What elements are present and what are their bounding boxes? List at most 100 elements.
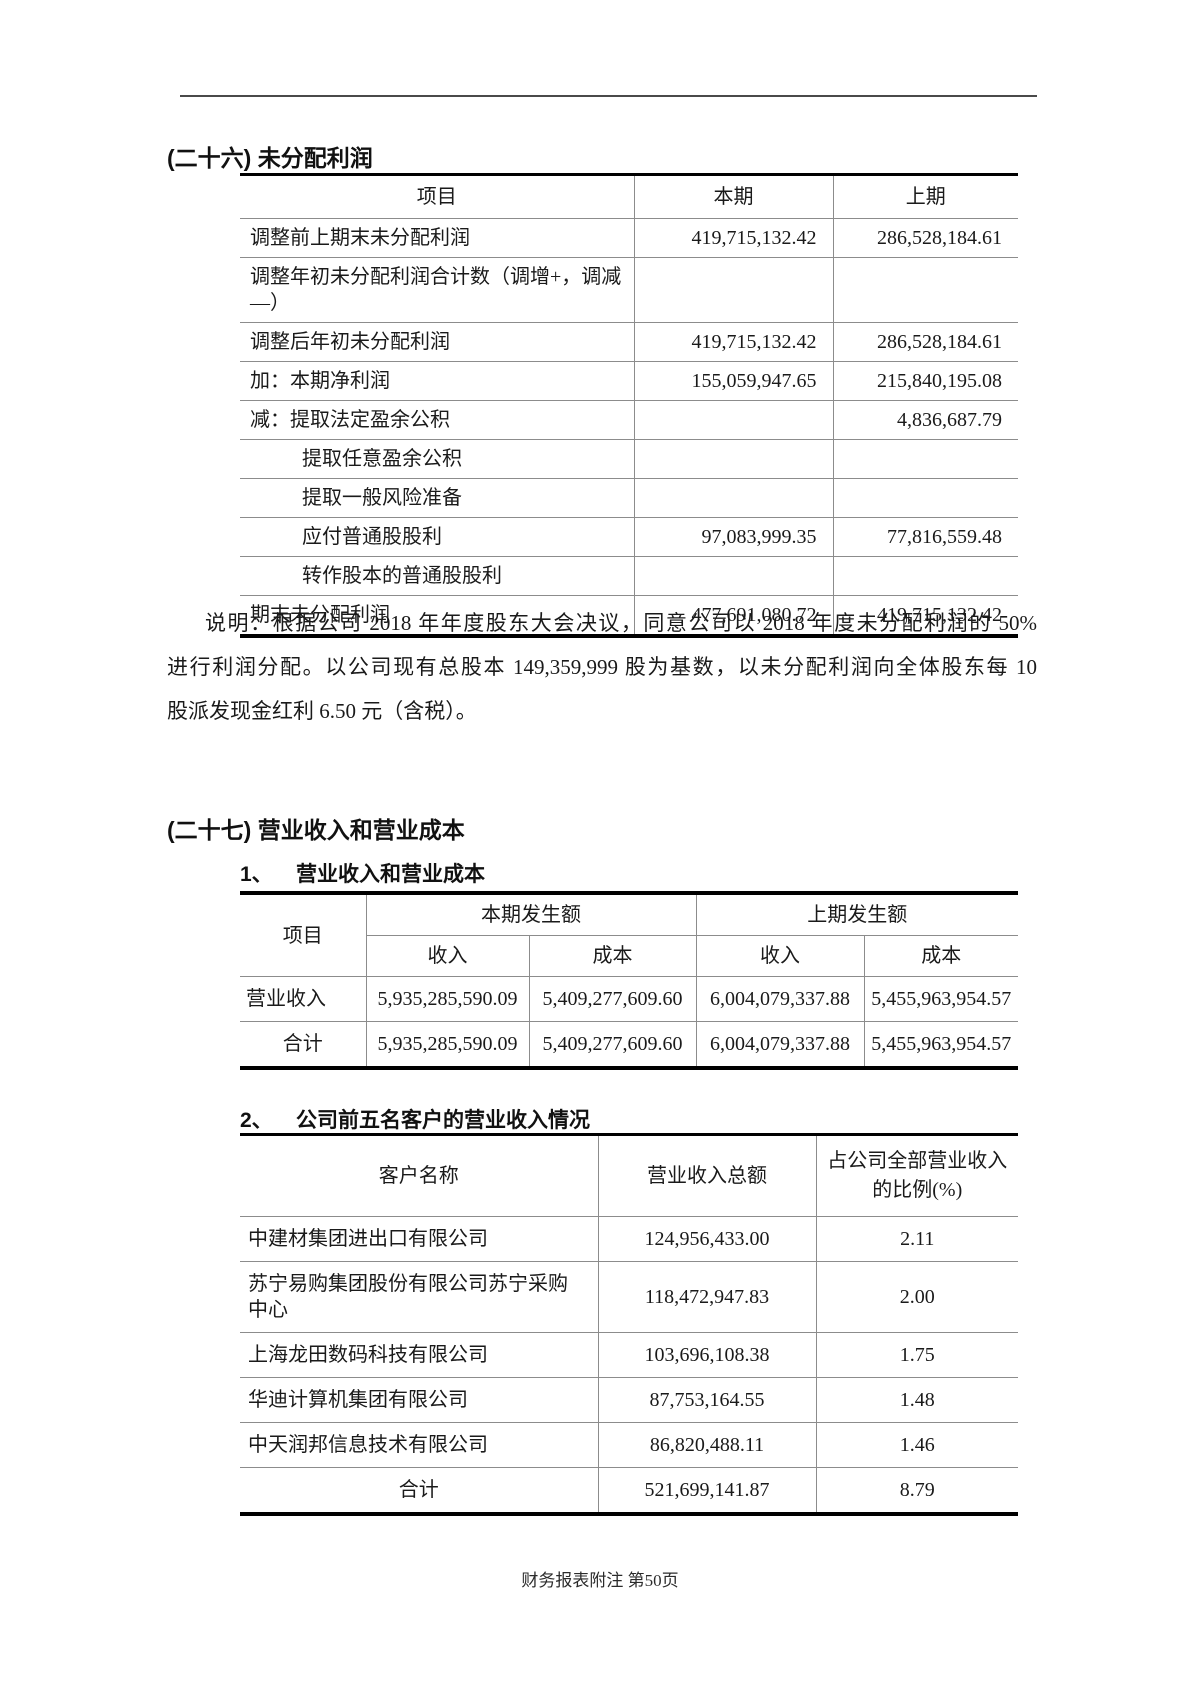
- col-header-item: 项目: [240, 174, 635, 219]
- note-line: 股派发现金红利 6.50 元（含税）。: [167, 699, 477, 723]
- table-header-row: 项目 本期发生额 上期发生额: [240, 893, 1018, 977]
- table-header-row: 项目 本期 上期: [240, 174, 1018, 219]
- row-label-cell: 减：提取法定盈余公积: [240, 400, 635, 440]
- prior-amount-cell: 286,528,184.61: [877, 227, 1002, 249]
- row-label-cell: 加：本期净利润: [240, 361, 635, 401]
- table-row: 转作股本的普通股股利: [240, 556, 1018, 596]
- current-income-cell: 5,935,285,590.09: [366, 1021, 530, 1068]
- row-label-cell: 营业收入: [240, 976, 367, 1022]
- current-amount-cell: 155,059,947.65: [634, 361, 834, 401]
- ratio-cell: 8.79: [899, 1479, 935, 1501]
- revenue-cell: 521,699,141.87: [598, 1467, 817, 1514]
- row-label-cell: 期末未分配利润: [240, 595, 635, 636]
- col-header-item: 项目: [240, 893, 367, 977]
- prior-cost-cell: 5,455,963,954.57: [871, 1033, 1012, 1055]
- col-header-client: 客户名称: [240, 1134, 599, 1217]
- current-amount-cell: 419,715,132.42: [634, 322, 834, 362]
- ratio-cell: 2.00: [899, 1286, 935, 1308]
- table-row: 上海龙田数码科技有限公司 103,696,108.38 1.75: [240, 1332, 1018, 1378]
- table-row: 中建材集团进出口有限公司 124,956,433.00 2.11: [240, 1216, 1018, 1262]
- subsection-2-title: 2、 公司前五名客户的营业收入情况: [240, 1104, 590, 1134]
- current-income-cell: 5,935,285,590.09: [366, 976, 530, 1022]
- table-row: 中天润邦信息技术有限公司 86,820,488.11 1.46: [240, 1422, 1018, 1468]
- row-label-cell: 应付普通股股利: [240, 517, 635, 557]
- total-label-cell: 合计: [240, 1467, 599, 1514]
- prior-amount-cell: 286,528,184.61: [877, 331, 1002, 353]
- prior-amount-cell: 215,840,195.08: [877, 370, 1002, 392]
- client-name-cell: 中建材集团进出口有限公司: [240, 1216, 599, 1262]
- row-label-cell: 调整年初未分配利润合计数（调增+，调减—）: [240, 257, 635, 323]
- prior-amount-cell: [833, 258, 1018, 323]
- section-27-title: (二十七) 营业收入和营业成本: [167, 817, 465, 843]
- table-row: 调整年初未分配利润合计数（调增+，调减—）: [240, 257, 1018, 323]
- page-footer: 财务报表附注 第50页: [521, 1571, 679, 1590]
- current-cost-cell: 5,409,277,609.60: [529, 1021, 697, 1068]
- top-clients-table: 客户名称 营业收入总额 占公司全部营业收入 的比例(%) 中建材集团进出口有限公…: [240, 1133, 1018, 1516]
- row-label-cell: 调整前上期末未分配利润: [240, 218, 635, 258]
- client-name-cell: 上海龙田数码科技有限公司: [240, 1332, 599, 1378]
- col-header-current-income: 收入: [366, 935, 530, 977]
- current-amount-cell: [634, 556, 834, 596]
- subsection-1-number: 1、: [240, 863, 273, 886]
- table-total-row: 合计 5,935,285,590.09 5,409,277,609.60 6,0…: [240, 1021, 1018, 1068]
- table-row: 减：提取法定盈余公积 4,836,687.79: [240, 400, 1018, 440]
- current-amount-cell: 97,083,999.35: [634, 517, 834, 557]
- col-header-prior-income: 收入: [696, 935, 865, 977]
- table-row: 期末未分配利润 477,691,080.72 419,715,132.42: [240, 595, 1018, 636]
- table-row: 加：本期净利润 155,059,947.65 215,840,195.08: [240, 361, 1018, 401]
- row-label-cell: 转作股本的普通股股利: [240, 556, 635, 596]
- note-line: 进行利润分配。以公司现有总股本 149,359,999 股为基数，以未分配利润向…: [167, 655, 1037, 679]
- ratio-cell: 2.11: [900, 1228, 935, 1250]
- current-amount-cell: 419,715,132.42: [634, 218, 834, 258]
- subsection-1-title: 1、 营业收入和营业成本: [240, 858, 485, 888]
- revenue-cell: 86,820,488.11: [598, 1422, 817, 1468]
- client-name-cell: 中天润邦信息技术有限公司: [240, 1422, 599, 1468]
- table-row: 营业收入 5,935,285,590.09 5,409,277,609.60 6…: [240, 976, 1018, 1022]
- client-name-cell: 华迪计算机集团有限公司: [240, 1377, 599, 1423]
- row-label-cell: 合计: [240, 1021, 367, 1068]
- col-header-revenue: 营业收入总额: [598, 1134, 817, 1217]
- table-row: 提取一般风险准备: [240, 478, 1018, 518]
- ratio-cell: 1.48: [899, 1389, 935, 1411]
- note-paragraph: 说明：根据公司 2018 年年度股东大会决议，同意公司以 2018 年度未分配利…: [167, 601, 1037, 733]
- ratio-cell: 1.75: [899, 1344, 935, 1366]
- table-subheader-row: 收入 成本 收入 成本: [240, 935, 1018, 977]
- current-cost-cell: 5,409,277,609.60: [529, 976, 697, 1022]
- retained-earnings-table: 项目 本期 上期 调整前上期末未分配利润 419,715,132.42 286,…: [240, 173, 1018, 638]
- table-total-row: 合计 521,699,141.87 8.79: [240, 1467, 1018, 1514]
- revenue-cost-table: 项目 本期发生额 上期发生额 收入 成本 收入 成本 营业收入 5,935,28…: [240, 891, 1018, 1070]
- prior-amount-cell: 419,715,132.42: [877, 604, 1002, 626]
- col-group-prior-period: 上期发生额: [696, 893, 1018, 936]
- current-amount-cell: [634, 478, 834, 518]
- row-label-cell: 提取一般风险准备: [240, 478, 635, 518]
- col-header-current-period: 本期: [634, 174, 834, 219]
- subsection-2-number: 2、: [240, 1109, 273, 1132]
- col-header-prior-cost: 成本: [864, 935, 1018, 977]
- client-name-cell: 苏宁易购集团股份有限公司苏宁采购中心: [240, 1261, 599, 1333]
- revenue-cell: 87,753,164.55: [598, 1377, 817, 1423]
- prior-amount-cell: [833, 479, 1018, 518]
- prior-cost-cell: 5,455,963,954.57: [871, 988, 1012, 1010]
- note-line: 说明：根据公司 2018 年年度股东大会决议，同意公司以 2018 年度未分配利…: [205, 611, 1037, 635]
- table-row: 调整后年初未分配利润 419,715,132.42 286,528,184.61: [240, 322, 1018, 362]
- page-header-rule: [180, 95, 1037, 97]
- table-row: 提取任意盈余公积: [240, 439, 1018, 479]
- col-header-prior-period: 上期: [833, 174, 1018, 219]
- table-row: 苏宁易购集团股份有限公司苏宁采购中心 118,472,947.83 2.00: [240, 1261, 1018, 1333]
- col-header-ratio: 占公司全部营业收入 的比例(%): [816, 1134, 1018, 1217]
- subsection-2-label: 公司前五名客户的营业收入情况: [296, 1109, 590, 1132]
- current-amount-cell: [634, 400, 834, 440]
- col-group-current-period: 本期发生额: [366, 893, 697, 936]
- prior-income-cell: 6,004,079,337.88: [696, 976, 865, 1022]
- revenue-cell: 124,956,433.00: [598, 1216, 817, 1262]
- current-amount-cell: [634, 439, 834, 479]
- table-row: 应付普通股股利 97,083,999.35 77,816,559.48: [240, 517, 1018, 557]
- row-label-cell: 提取任意盈余公积: [240, 439, 635, 479]
- prior-amount-cell: 4,836,687.79: [897, 409, 1002, 431]
- row-label-cell: 调整后年初未分配利润: [240, 322, 635, 362]
- col-header-ratio-line2: 的比例(%): [872, 1179, 963, 1201]
- table-row: 华迪计算机集团有限公司 87,753,164.55 1.48: [240, 1377, 1018, 1423]
- prior-amount-cell: 77,816,559.48: [887, 526, 1002, 548]
- col-header-current-cost: 成本: [529, 935, 697, 977]
- subsection-1-label: 营业收入和营业成本: [296, 863, 485, 886]
